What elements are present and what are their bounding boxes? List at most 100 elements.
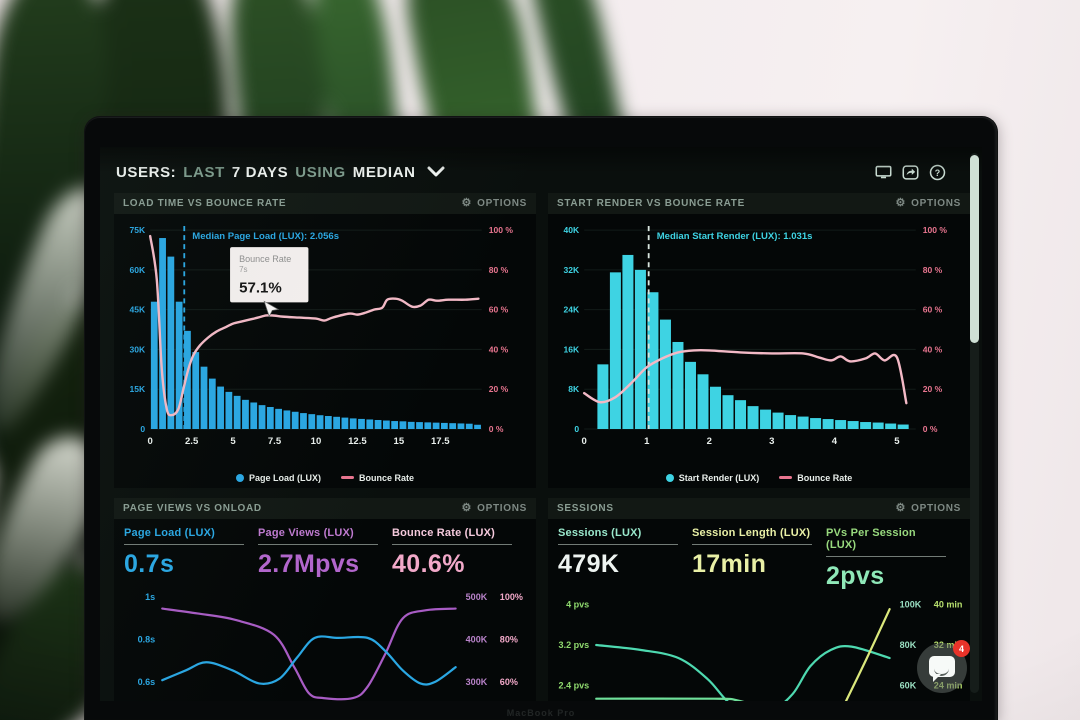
- svg-text:Median Start Render (LUX): 1.0: Median Start Render (LUX): 1.031s: [657, 231, 813, 242]
- svg-text:4 pvs: 4 pvs: [566, 600, 589, 610]
- svg-text:5: 5: [230, 436, 236, 447]
- svg-text:8K: 8K: [568, 384, 580, 394]
- panel-start-render-vs-bounce-rate: START RENDER VS BOUNCE RATE ⚙ OPTIONS 40…: [548, 193, 970, 489]
- metric-label: Bounce Rate (LUX): [391, 527, 495, 540]
- metric-label: Page Load (LUX): [124, 527, 216, 540]
- header-using-label: USING: [295, 163, 346, 181]
- svg-text:0: 0: [582, 436, 587, 447]
- svg-text:400K: 400K: [466, 635, 488, 645]
- svg-text:40 %: 40 %: [489, 344, 509, 354]
- metric: Session Length (LUX) 17min: [691, 527, 826, 591]
- svg-text:3: 3: [769, 436, 774, 447]
- legend-item[interactable]: Page Load (LUX): [235, 473, 321, 483]
- svg-text:0: 0: [574, 424, 579, 434]
- svg-text:24K: 24K: [564, 305, 580, 315]
- svg-text:100%: 100%: [500, 592, 523, 602]
- metric-label: PVs Per Session (LUX): [825, 527, 916, 552]
- svg-text:17.5: 17.5: [431, 436, 450, 447]
- header-days-label: 7 DAYS: [231, 163, 289, 181]
- start-render-chart[interactable]: 40K 100 % 32K 80 % 24K 60 % 16K 40 % 8K 20 % 0 0 % M…: [548, 214, 970, 467]
- svg-text:7s: 7s: [239, 265, 247, 274]
- svg-text:40K: 40K: [564, 225, 580, 235]
- svg-text:60K: 60K: [130, 265, 146, 275]
- gear-icon: ⚙: [461, 197, 473, 209]
- svg-text:45K: 45K: [130, 305, 146, 315]
- share-icon[interactable]: [902, 164, 919, 181]
- svg-text:15K: 15K: [130, 384, 146, 394]
- legend-item[interactable]: Bounce Rate: [341, 473, 414, 483]
- svg-text:75K: 75K: [130, 225, 146, 235]
- svg-text:40 min: 40 min: [934, 600, 963, 610]
- metric-value: 17min: [691, 550, 767, 579]
- svg-text:80%: 80%: [500, 635, 518, 645]
- svg-text:0: 0: [148, 436, 153, 447]
- legend-item[interactable]: Start Render (LUX): [665, 473, 759, 483]
- svg-text:30K: 30K: [130, 344, 146, 354]
- panel-load-time-vs-bounce-rate: LOAD TIME VS BOUNCE RATE ⚙ OPTIONS 75K 10…: [114, 193, 536, 489]
- svg-text:2.4 pvs: 2.4 pvs: [559, 681, 590, 691]
- svg-text:32K: 32K: [564, 265, 580, 275]
- metric-value: 2pvs: [825, 562, 885, 591]
- svg-text:?: ?: [935, 167, 940, 177]
- svg-text:3.2 pvs: 3.2 pvs: [559, 640, 590, 650]
- svg-text:15: 15: [394, 436, 405, 447]
- svg-text:20 %: 20 %: [489, 384, 509, 394]
- chat-bubble-icon: [929, 656, 955, 682]
- panel-title: START RENDER VS BOUNCE RATE: [557, 198, 745, 209]
- monitor-icon[interactable]: [875, 164, 892, 181]
- svg-text:20 %: 20 %: [923, 384, 943, 394]
- legend-item[interactable]: Bounce Rate: [779, 473, 852, 483]
- header-last-label: LAST: [183, 163, 225, 181]
- svg-text:1s: 1s: [145, 592, 155, 602]
- svg-text:5: 5: [894, 436, 900, 447]
- metrics-row: Page Load (LUX) 0.7s Page Views (LUX) 2.7Mp…: [114, 519, 536, 579]
- svg-text:300K: 300K: [466, 677, 488, 687]
- svg-text:100 %: 100 %: [489, 225, 514, 235]
- chat-badge: 4: [953, 640, 970, 657]
- svg-text:10: 10: [311, 436, 322, 447]
- options-button[interactable]: ⚙ OPTIONS: [461, 502, 527, 515]
- svg-text:16K: 16K: [564, 344, 580, 354]
- users-range-dropdown[interactable]: USERS: LAST 7 DAYS USING MEDIAN: [116, 164, 445, 181]
- gear-icon: ⚙: [895, 197, 907, 209]
- metric: Bounce Rate (LUX) 40.6%: [391, 527, 526, 579]
- scrollbar-track[interactable]: [970, 153, 979, 693]
- metric: Page Load (LUX) 0.7s: [124, 527, 258, 579]
- page-views-chart[interactable]: 1s0.8s0.6s0.4s500K100%400K80%300K60%200K…: [114, 579, 536, 701]
- chat-widget-button[interactable]: 4: [917, 640, 970, 693]
- help-icon[interactable]: ?: [929, 164, 946, 181]
- panel-title: LOAD TIME VS BOUNCE RATE: [123, 198, 287, 209]
- metric-label: Page Views (LUX): [257, 527, 354, 540]
- metric-label: Sessions (LUX): [558, 527, 642, 540]
- svg-text:60%: 60%: [500, 677, 518, 687]
- metric-value: 479K: [558, 550, 620, 579]
- svg-text:60 %: 60 %: [489, 305, 509, 315]
- options-button[interactable]: ⚙ OPTIONS: [895, 502, 961, 515]
- panel-title: SESSIONS: [557, 503, 614, 515]
- svg-text:0 %: 0 %: [489, 424, 504, 434]
- options-button[interactable]: ⚙ OPTIONS: [895, 197, 961, 210]
- gear-icon: ⚙: [895, 502, 907, 515]
- metric: PVs Per Session (LUX) 2pvs: [825, 527, 960, 591]
- metric-value: 0.7s: [124, 550, 175, 579]
- svg-text:100 %: 100 %: [923, 225, 948, 235]
- svg-text:1: 1: [644, 436, 650, 447]
- panel-page-views-vs-onload: PAGE VIEWS VS ONLOAD ⚙ OPTIONS Page Load…: [114, 498, 536, 701]
- svg-text:0 %: 0 %: [923, 424, 938, 434]
- svg-text:2: 2: [707, 436, 712, 447]
- panel-title: PAGE VIEWS VS ONLOAD: [123, 503, 262, 515]
- metric: Page Views (LUX) 2.7Mpvs: [257, 527, 392, 579]
- header-users-label: USERS:: [116, 163, 177, 181]
- scrollbar-thumb[interactable]: [970, 155, 979, 343]
- laptop: USERS: LAST 7 DAYS USING MEDIAN: [84, 116, 998, 720]
- options-button[interactable]: ⚙ OPTIONS: [461, 197, 527, 210]
- svg-text:0.8s: 0.8s: [138, 635, 156, 645]
- panel-sessions: SESSIONS ⚙ OPTIONS Sessions (LUX) 479K Ses…: [548, 498, 970, 701]
- svg-text:4: 4: [832, 436, 838, 447]
- dashboard-header: USERS: LAST 7 DAYS USING MEDIAN: [114, 155, 970, 189]
- svg-text:60 %: 60 %: [923, 305, 943, 315]
- svg-text:7.5: 7.5: [268, 436, 282, 447]
- load-time-chart[interactable]: 75K 100 % 60K 80 % 45K 60 % 30K 40 % 15K 20 % 0 0 %…: [114, 214, 536, 467]
